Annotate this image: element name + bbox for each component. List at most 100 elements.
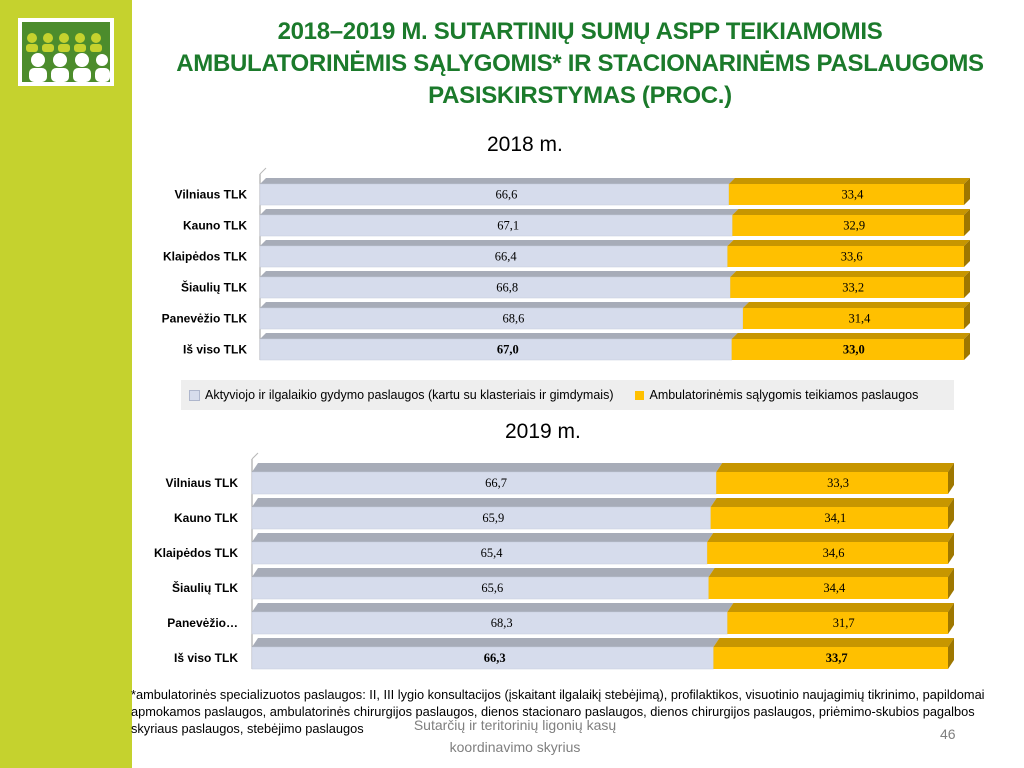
chart-2019-bar-a-top [252,638,720,647]
chart-2018-bar-b-side [964,333,970,360]
chart-2019-bar-a [251,576,709,600]
slide-title-line-2: AMBULATORINĖMIS SĄLYGOMIS* IR STACIONARI… [176,50,984,77]
chart-2019-bar-b-top [727,603,954,612]
chart-2018-bar-b-top [742,302,970,308]
chart-2018-bar-b-side [964,178,970,205]
chart-2019-category-label: Kauno TLK [174,511,238,525]
chart-2018-bar-b [742,308,964,329]
chart-2018-bar-b-top [728,178,970,184]
chart-2019-bar-b-top [713,638,954,647]
chart-2019-bar-a [251,506,711,530]
chart-2018-category-label: Šiaulių TLK [181,280,247,295]
chart-2018-bar-a-top [260,333,738,339]
chart-2018-title: 2018 m. [487,133,563,156]
chart-2018-bar-a-top [260,240,734,246]
chart-2018-category-label: Kauno TLK [183,219,247,233]
chart-2019-bar-a [251,611,728,635]
chart-2019-value-label-a: 68,3 [491,616,513,630]
chart-2019-bar-b [727,612,948,634]
chart-2018-bar-b-side [964,271,970,298]
chart-2019-category-label: Šiaulių TLK [172,580,238,595]
chart-2018-bar-a-top [260,178,735,184]
chart-2018-value-label-a: 66,6 [495,188,517,202]
chart-2018-value-label-a: 67,1 [497,219,519,233]
chart-2018-bar-a-top [260,302,749,308]
legend-label-outpatient: Ambulatorinėmis sąlygomis teikiamos pasl… [649,388,919,402]
chart-2018-value-label-a: 67,0 [497,343,519,357]
chart-2019-bar-b [710,507,948,529]
chart-2018-bar-b [730,277,964,298]
chart-2018-value-label-a: 68,6 [503,312,525,326]
chart-2019-value-label-a: 65,6 [481,581,503,595]
chart-2019-value-label-a: 66,3 [484,651,506,665]
chart-2018-value-label-b: 33,0 [843,343,865,357]
footer-department: Sutarčių ir teritorinių ligonių kasų koo… [380,714,650,758]
chart-2019-bar-b-top [716,463,954,472]
chart-2018-bar-a [259,338,732,361]
chart-2018-bar-a-top [260,209,739,215]
chart-2019-bar-a [251,646,714,670]
chart-2019-bar-b-top [710,498,954,507]
chart-2018-value-label-a: 66,8 [496,281,518,295]
chart-2019-bar-b-side [948,568,954,599]
chart-2019-category-label: Klaipėdos TLK [154,546,238,560]
chart-2018-value-label-b: 33,6 [841,250,863,264]
chart-2018-value-label-b: 33,2 [842,281,864,295]
chart-2019-value-label-b: 34,6 [823,546,845,560]
chart-2019-value-label-b: 34,4 [823,581,846,595]
legend-swatch-inpatient [189,389,200,401]
chart-2018-bar-a [259,183,730,206]
chart-2019-bar-b [713,647,948,669]
chart-2019-bar-a-top [252,603,734,612]
chart-2018-bar-a [259,245,728,268]
chart-2018-bar-b-top [731,333,970,339]
chart-2019-bar-a [251,471,717,495]
chart-2018-category-label: Iš viso TLK [183,343,247,357]
chart-2018-category-label: Vilniaus TLK [175,188,248,202]
chart-2019-value-label-a: 65,9 [482,511,504,525]
chart-2018-bar-b-side [964,302,970,329]
legend-label-inpatient: Aktyviojo ir ilgalaikio gydymo paslaugos… [205,388,614,402]
chart-2018-bar-b-side [964,209,970,236]
chart-2018-bar-b-top [730,271,970,277]
chart-2018-bar-b-top [727,240,970,246]
chart-2018-axis-depth [259,167,267,175]
chart-2019-bar-a-top [252,498,717,507]
chart-2018-bar-a [259,276,731,299]
chart-2019-value-label-a: 65,4 [481,546,504,560]
chart-2019-category-label: Iš viso TLK [174,651,238,665]
chart-2018-bar-b [732,215,964,236]
chart-2018-category-label: Panevėžio TLK [162,312,248,326]
chart-2019-bar-b [708,577,948,599]
chart-2018-category-label: Klaipėdos TLK [163,250,247,264]
chart-2018-bar-a-top [260,271,737,277]
chart-2019-bar-b [707,542,948,564]
footer-department-line-1: Sutarčių ir teritorinių ligonių kasų [413,717,617,733]
slide-title-line-3: PASISKIRSTYMAS (PROC.) [428,82,732,109]
slide-title-line-1: 2018–2019 M. SUTARTINIŲ SUMŲ ASPP TEIKIA… [277,18,883,45]
legend-item-inpatient: Aktyviojo ir ilgalaikio gydymo paslaugos… [189,388,613,402]
chart-2019-title: 2019 m. [505,420,581,443]
legend-swatch-outpatient [635,390,645,400]
chart-2019-value-label-b: 33,7 [826,651,848,665]
chart-2019-bar-a [251,541,708,565]
chart-2019-bar-b-side [948,463,954,494]
slide-title: 2018–2019 M. SUTARTINIŲ SUMŲ ASPP TEIKIA… [140,16,1020,112]
chart-2018-value-label-b: 33,4 [841,188,864,202]
chart-2019-value-label-b: 33,3 [827,476,849,490]
chart-2018-bar-b-top [732,209,970,215]
chart-2018-bar-b [728,184,964,205]
chart-2019-axis-depth [251,452,259,460]
chart-2018-bar-a [259,307,744,330]
chart-2018-value-label-b: 32,9 [843,219,865,233]
legend-item-outpatient: Ambulatorinėmis sąlygomis teikiamos pasl… [635,388,918,402]
chart-2019-value-label-a: 66,7 [485,476,507,490]
chart-2018-bar-b [727,246,964,267]
chart-2019-bar-a-top [252,568,715,577]
chart-2019-bar-b-top [708,568,954,577]
chart-2018-bar-b [731,339,964,360]
chart-2019-bar-b-side [948,533,954,564]
chart-2019-bar-a-top [252,463,723,472]
chart-2019-bar-b-side [948,603,954,634]
chart-2019-bar-b-side [948,638,954,669]
